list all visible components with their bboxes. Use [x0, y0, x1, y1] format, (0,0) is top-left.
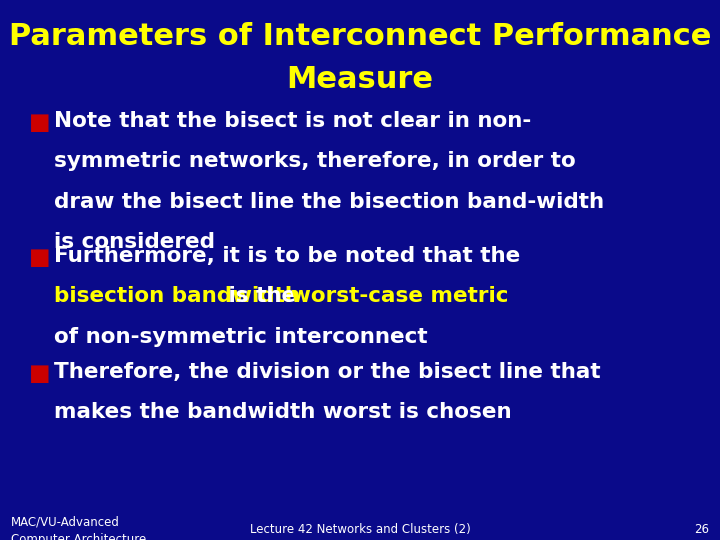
Text: ■: ■ [29, 111, 50, 134]
Text: Measure: Measure [287, 65, 433, 94]
Text: Furthermore, it is to be noted that the: Furthermore, it is to be noted that the [54, 246, 521, 266]
Text: 26: 26 [694, 523, 709, 536]
Text: makes the bandwidth worst is chosen: makes the bandwidth worst is chosen [54, 402, 512, 422]
Text: worst-case metric: worst-case metric [291, 286, 508, 306]
Text: ■: ■ [29, 362, 50, 385]
Text: Therefore, the division or the bisect line that: Therefore, the division or the bisect li… [54, 362, 600, 382]
Text: is the: is the [221, 286, 304, 306]
Text: of non-symmetric interconnect: of non-symmetric interconnect [54, 327, 428, 347]
Text: ■: ■ [29, 246, 50, 269]
Text: Note that the bisect is not clear in non-: Note that the bisect is not clear in non… [54, 111, 531, 131]
Text: is considered: is considered [54, 232, 215, 252]
Text: Lecture 42 Networks and Clusters (2): Lecture 42 Networks and Clusters (2) [250, 523, 470, 536]
Text: draw the bisect line the bisection band-width: draw the bisect line the bisection band-… [54, 192, 604, 212]
Text: bisection bandwidth: bisection bandwidth [54, 286, 300, 306]
Text: symmetric networks, therefore, in order to: symmetric networks, therefore, in order … [54, 151, 576, 171]
Text: MAC/VU-Advanced
Computer Architecture: MAC/VU-Advanced Computer Architecture [11, 516, 146, 540]
Text: Parameters of Interconnect Performance: Parameters of Interconnect Performance [9, 22, 711, 51]
